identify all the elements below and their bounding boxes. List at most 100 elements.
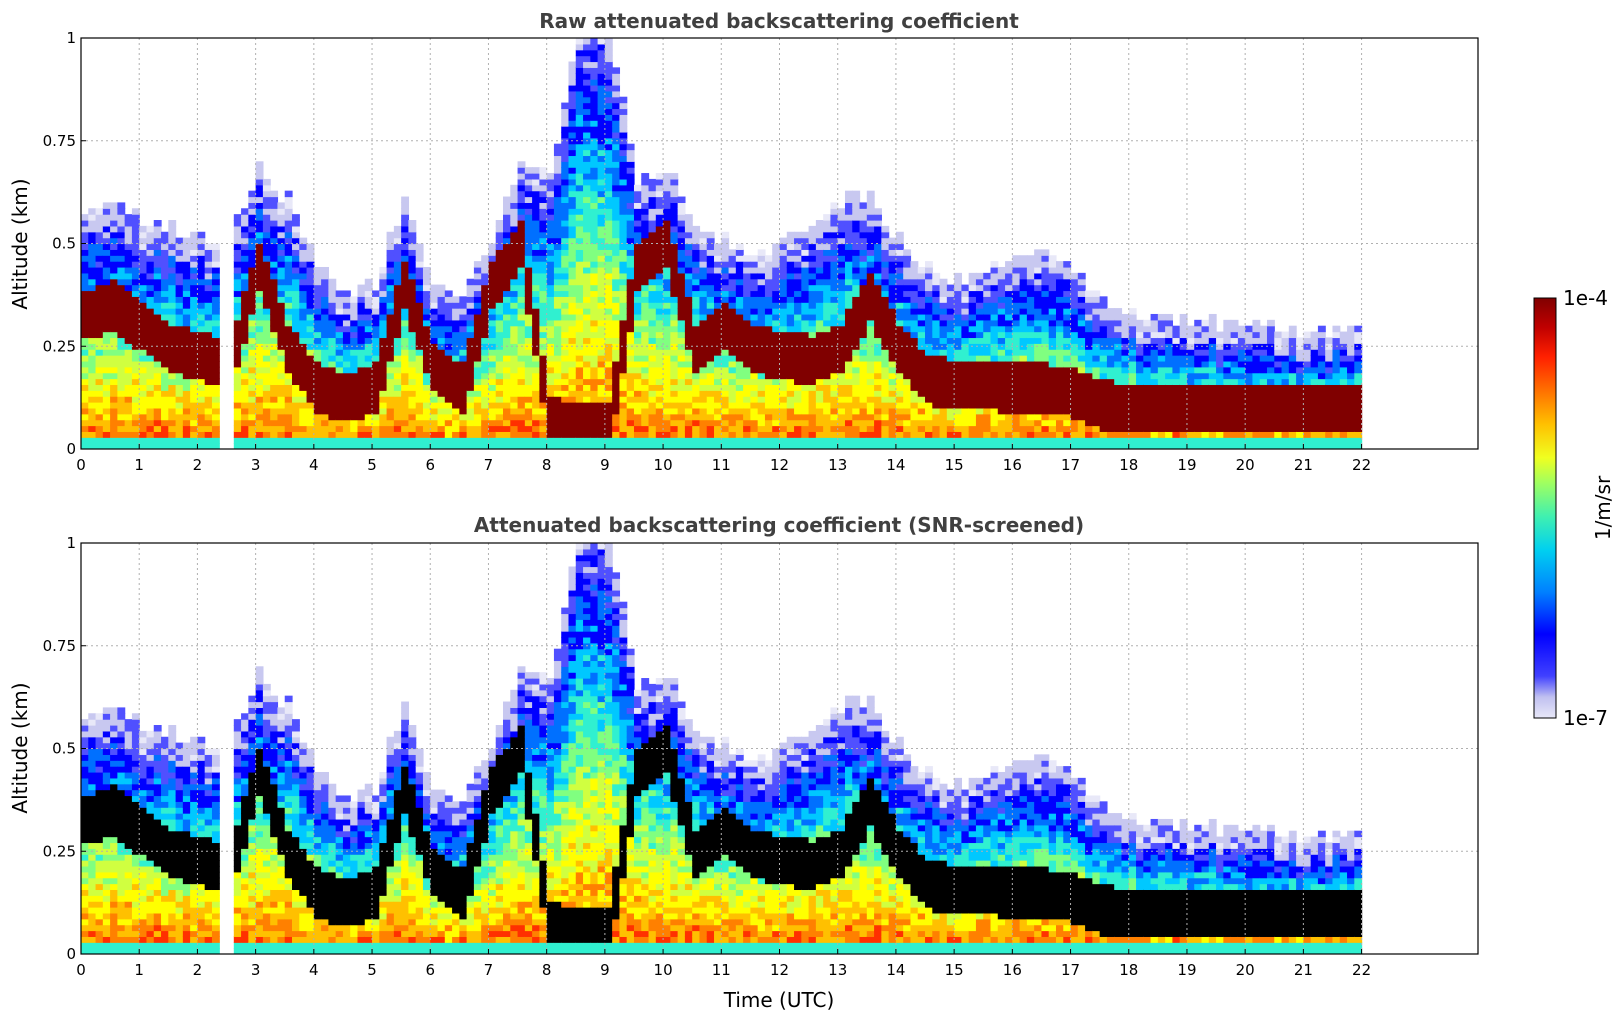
heatmap-cell bbox=[364, 349, 373, 356]
heatmap-cell bbox=[983, 349, 992, 356]
heatmap-cell bbox=[612, 419, 621, 427]
heatmap-cell bbox=[102, 349, 111, 356]
heatmap-cell bbox=[874, 266, 882, 274]
heatmap-cell bbox=[925, 331, 933, 339]
heatmap-cell bbox=[466, 308, 475, 315]
heatmap-cell bbox=[837, 231, 846, 239]
heatmap-cell bbox=[590, 137, 599, 145]
heatmap-cell bbox=[401, 319, 410, 327]
heatmap-cell bbox=[430, 308, 439, 315]
heatmap-cell bbox=[684, 302, 693, 309]
heatmap-cell bbox=[110, 437, 118, 444]
heatmap-cell bbox=[553, 443, 562, 449]
heatmap-cell bbox=[430, 419, 439, 427]
heatmap-cell bbox=[604, 114, 613, 121]
heatmap-cell bbox=[255, 184, 264, 192]
heatmap-cell bbox=[597, 237, 606, 245]
heatmap-cell bbox=[168, 296, 177, 303]
heatmap-cell bbox=[888, 413, 897, 421]
heatmap-cell bbox=[452, 296, 460, 303]
heatmap-cell bbox=[648, 208, 657, 215]
heatmap-cell bbox=[321, 319, 329, 327]
heatmap-cell bbox=[277, 419, 286, 427]
heatmap-cell bbox=[968, 272, 977, 280]
heatmap-cell bbox=[677, 237, 686, 245]
heatmap-cell bbox=[197, 302, 206, 309]
heatmap-cell bbox=[241, 349, 249, 356]
heatmap-cell bbox=[808, 431, 817, 438]
heatmap-cell bbox=[350, 366, 359, 374]
heatmap-cell bbox=[517, 390, 526, 397]
heatmap-cell bbox=[874, 220, 882, 227]
heatmap-cell bbox=[881, 296, 890, 303]
heatmap-cell bbox=[241, 372, 249, 380]
heatmap-cell bbox=[597, 413, 606, 421]
heatmap-cell bbox=[575, 84, 584, 92]
heatmap-cell bbox=[299, 413, 308, 421]
heatmap-cell bbox=[583, 149, 591, 157]
heatmap-cell bbox=[153, 431, 162, 438]
heatmap-cell bbox=[503, 284, 511, 292]
heatmap-cell bbox=[874, 278, 882, 286]
heatmap-cell bbox=[335, 290, 344, 297]
heatmap-cell bbox=[379, 266, 388, 274]
heatmap-cell bbox=[910, 290, 919, 297]
heatmap-cell bbox=[830, 360, 839, 368]
heatmap-cell bbox=[503, 396, 511, 403]
heatmap-cell bbox=[728, 302, 737, 309]
heatmap-cell bbox=[299, 366, 308, 374]
heatmap-cell bbox=[459, 337, 468, 344]
heatmap-cell bbox=[517, 173, 526, 180]
heatmap-cell bbox=[779, 272, 788, 280]
heatmap-cell bbox=[648, 337, 657, 344]
heatmap-cell bbox=[590, 290, 599, 297]
heatmap-cell bbox=[495, 390, 504, 397]
heatmap-cell bbox=[568, 255, 577, 262]
heatmap-cell bbox=[641, 184, 650, 192]
heatmap-cell bbox=[284, 302, 293, 309]
heatmap-cell bbox=[292, 425, 300, 432]
heatmap-cell bbox=[161, 343, 169, 350]
heatmap-cell bbox=[641, 231, 650, 239]
heatmap-cell bbox=[88, 290, 97, 297]
heatmap-cell bbox=[997, 355, 1006, 362]
heatmap-cell bbox=[510, 231, 519, 239]
heatmap-cell bbox=[393, 407, 402, 415]
heatmap-cell bbox=[575, 425, 584, 432]
heatmap-cell bbox=[335, 325, 344, 333]
heatmap-cell bbox=[954, 413, 963, 421]
heatmap-cell bbox=[633, 243, 642, 250]
heatmap-cell bbox=[721, 325, 730, 333]
heatmap-cell bbox=[903, 284, 912, 292]
heatmap-cell bbox=[211, 372, 220, 380]
heatmap-cell bbox=[211, 337, 220, 344]
heatmap-cell bbox=[532, 272, 540, 280]
heatmap-cell bbox=[561, 402, 570, 409]
heatmap-cell bbox=[110, 319, 118, 327]
heatmap-cell bbox=[663, 378, 671, 386]
heatmap-cell bbox=[895, 231, 904, 239]
heatmap-cell bbox=[590, 102, 599, 110]
heatmap-cell bbox=[95, 360, 104, 368]
heatmap-cell bbox=[277, 319, 286, 327]
heatmap-cell bbox=[670, 255, 679, 262]
heatmap-cell bbox=[968, 396, 977, 403]
heatmap-cell bbox=[706, 384, 715, 391]
heatmap-cell bbox=[699, 431, 708, 438]
heatmap-cell bbox=[975, 366, 984, 374]
heatmap-cell bbox=[372, 413, 380, 421]
heatmap-cell bbox=[372, 407, 380, 415]
heatmap-cell bbox=[146, 437, 155, 444]
heatmap-cell bbox=[241, 266, 249, 274]
heatmap-cell bbox=[684, 325, 693, 333]
heatmap-cell bbox=[655, 355, 664, 362]
heatmap-cell bbox=[233, 319, 242, 327]
heatmap-cell bbox=[706, 266, 715, 274]
heatmap-cell bbox=[124, 231, 133, 239]
heatmap-cell bbox=[895, 261, 904, 268]
heatmap-cell bbox=[481, 372, 490, 380]
heatmap-cell bbox=[415, 325, 424, 333]
heatmap-cell bbox=[546, 220, 555, 227]
heatmap-cell bbox=[714, 272, 722, 280]
heatmap-cell bbox=[626, 384, 635, 391]
